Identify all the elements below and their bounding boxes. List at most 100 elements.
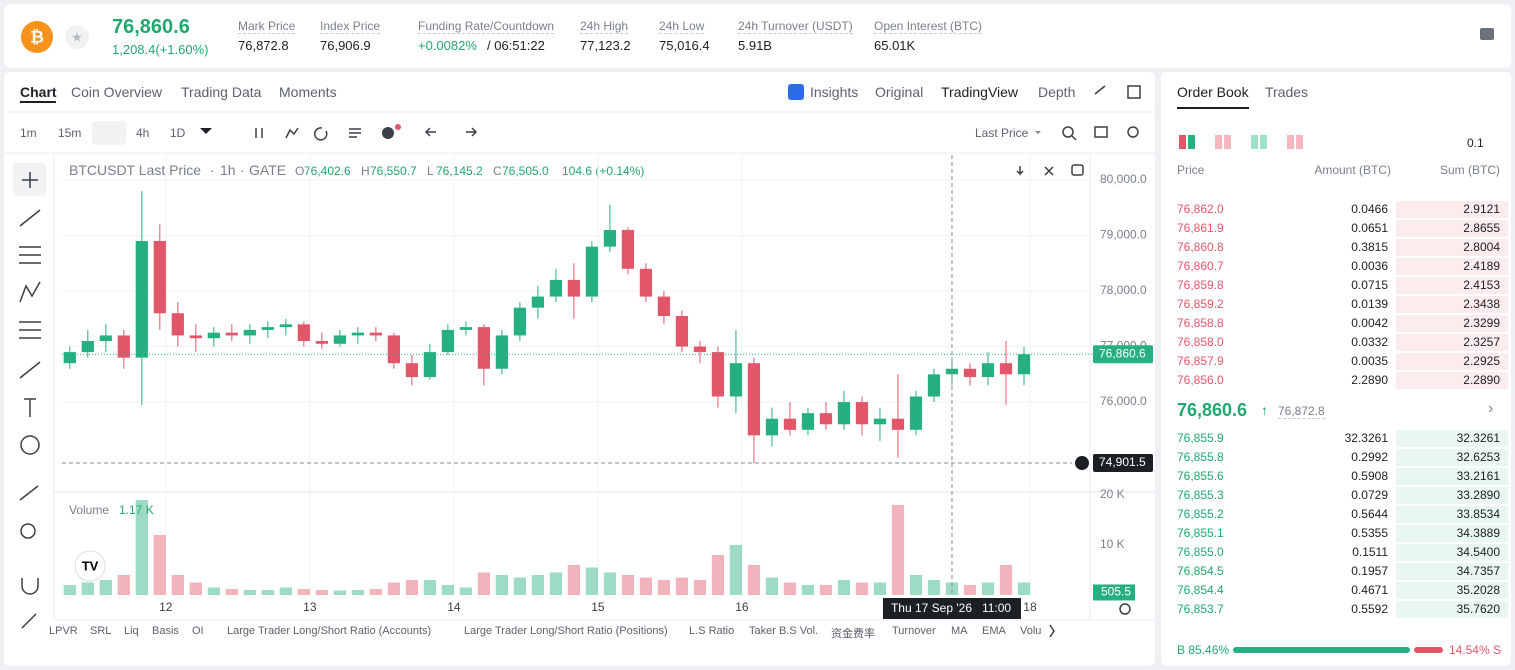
icon[interactable] [1480, 28, 1494, 40]
indicator[interactable]: MA [951, 625, 968, 637]
volume-bar [837, 580, 851, 595]
indicator[interactable]: SRL [90, 625, 112, 637]
stat-value: +0.0082% [418, 38, 477, 53]
depth-bar [1396, 220, 1508, 237]
ob-price[interactable]: 76,855.0 [1177, 545, 1224, 559]
ob-price[interactable]: 76,860.7 [1177, 259, 1224, 273]
volume-bar [603, 572, 617, 595]
ob-amount: 0.0139 [1351, 297, 1388, 311]
ob-price[interactable]: 76,855.2 [1177, 507, 1224, 521]
candle-body [279, 324, 292, 328]
interval[interactable]: 15m [58, 126, 82, 140]
candle-body [81, 340, 94, 353]
indicator[interactable]: Turnover [892, 625, 936, 637]
tab[interactable]: Trading Data [181, 84, 262, 100]
sell-bar [1414, 647, 1443, 653]
tab[interactable]: Moments [279, 84, 337, 100]
depth-bar [1396, 372, 1508, 389]
tab[interactable]: Coin Overview [71, 84, 163, 100]
indicator[interactable]: Volu [1020, 625, 1042, 637]
ob-price[interactable]: 76,855.1 [1177, 526, 1224, 540]
ob-precision[interactable]: 0.1 [1467, 136, 1484, 150]
interval[interactable]: 4h [136, 126, 150, 140]
volume-bar [189, 582, 202, 595]
ob-price[interactable]: 76,857.9 [1177, 354, 1224, 368]
chevron[interactable]: › [1488, 400, 1494, 417]
ob-price[interactable]: 76,860.8 [1177, 240, 1224, 254]
ob-price[interactable]: 76,854.5 [1177, 564, 1224, 578]
interval[interactable]: 1m [20, 126, 37, 140]
ob-sum: 32.6253 [1456, 450, 1500, 464]
ob-amount: 0.1957 [1351, 564, 1388, 578]
stat-label: Funding Rate/Countdown [418, 19, 555, 34]
ob-price[interactable]: 76,854.4 [1177, 583, 1224, 597]
ob-amount: 0.3815 [1351, 240, 1388, 254]
svg-text:TV: TV [82, 558, 99, 573]
candle-body [999, 363, 1013, 375]
depth-bar [1396, 334, 1508, 351]
ob-price[interactable]: 76,855.3 [1177, 488, 1224, 502]
ob-amount: 0.0729 [1351, 488, 1388, 502]
ob-tab[interactable]: Trades [1265, 84, 1309, 100]
view-tab[interactable]: Original [875, 84, 924, 100]
view-tab[interactable]: Depth [1038, 84, 1076, 100]
indicator[interactable]: Taker B.S Vol. [749, 625, 819, 637]
ob-mode[interactable] [1179, 135, 1195, 149]
ob-price[interactable]: 76,858.8 [1177, 316, 1224, 330]
depth-bar [1396, 315, 1508, 332]
ob-sum: 2.8004 [1463, 240, 1500, 254]
price-type[interactable]: Last Price [975, 126, 1029, 140]
volume-bar [585, 567, 599, 595]
ob-tab[interactable]: Order Book [1177, 84, 1249, 109]
ob-sum: 33.2161 [1456, 469, 1500, 483]
sep: · [240, 162, 245, 178]
ob-sum: 2.4153 [1463, 278, 1500, 292]
indicator[interactable]: Basis [152, 625, 179, 637]
tab[interactable]: Chart [20, 84, 57, 100]
ob-amount: 0.5355 [1351, 526, 1388, 540]
ob-price[interactable]: 76,855.9 [1177, 431, 1224, 445]
indicator[interactable]: Large Trader Long/Short Ratio (Positions… [464, 625, 668, 637]
ob-price[interactable]: 76,862.0 [1177, 202, 1224, 216]
last-price-box [1093, 345, 1153, 364]
buy-bar [1233, 647, 1411, 653]
ob-mode[interactable] [1287, 135, 1303, 149]
svg-text:₿: ₿ [30, 27, 44, 46]
candle-body [639, 268, 653, 297]
ob-price[interactable]: 76,858.0 [1177, 335, 1224, 349]
ob-price[interactable]: 76,861.9 [1177, 221, 1224, 235]
x-tick-label: 13 [303, 600, 317, 614]
ob-price[interactable]: 76,856.0 [1177, 373, 1224, 387]
stat-label: Mark Price [238, 19, 296, 34]
volume-bar [81, 582, 94, 595]
indicator[interactable]: OI [192, 625, 204, 637]
indicator[interactable]: L.S Ratio [689, 625, 735, 637]
ob-price[interactable]: 76,853.7 [1177, 602, 1224, 616]
candle-body [549, 279, 563, 297]
indicator[interactable]: Liq [124, 625, 139, 637]
candle-body [819, 413, 833, 425]
view-tab[interactable]: TradingView [941, 84, 1019, 100]
interval[interactable]: 1D [170, 126, 186, 140]
volume-bar [315, 590, 328, 595]
ob-price[interactable]: 76,859.8 [1177, 278, 1224, 292]
ob-mode[interactable] [1215, 135, 1231, 149]
indicator[interactable]: EMA [982, 625, 1006, 637]
candle-body [459, 327, 472, 330]
ob-amount: 0.0042 [1351, 316, 1388, 330]
view-tab[interactable]: Insights [810, 84, 859, 100]
ob-price[interactable]: 76,855.8 [1177, 450, 1224, 464]
ob-price[interactable]: 76,859.2 [1177, 297, 1224, 311]
indicator[interactable]: LPVR [49, 625, 78, 637]
depth-bar [1396, 449, 1508, 466]
ob-price[interactable]: 76,855.6 [1177, 469, 1224, 483]
indicator[interactable]: Large Trader Long/Short Ratio (Accounts) [227, 625, 432, 637]
candle-body [513, 307, 527, 336]
legend-key: H [361, 164, 370, 178]
ob-mode[interactable] [1251, 135, 1267, 149]
y-tick-label: 76,000.0 [1100, 394, 1147, 408]
indicator[interactable]: 资金费率 [831, 628, 875, 640]
ob-sum: 2.2890 [1463, 373, 1500, 387]
stat-value: 76,872.8 [238, 38, 289, 53]
candle-body [801, 413, 815, 430]
